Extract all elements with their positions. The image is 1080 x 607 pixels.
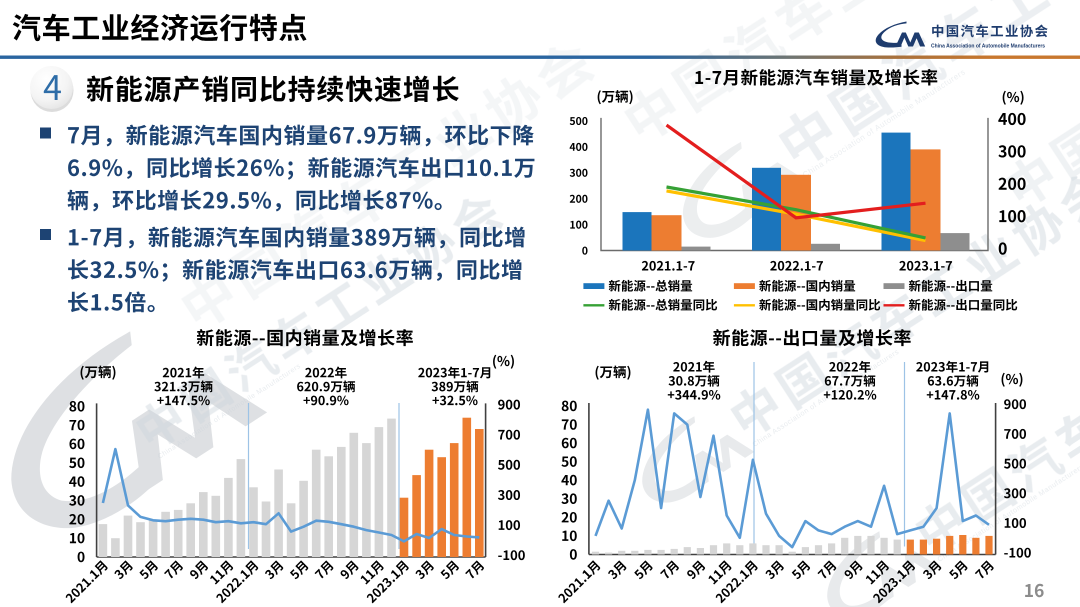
- svg-text:China Association of Automobil: China Association of Automobile Manufact…: [157, 363, 303, 461]
- svg-text:China Association of Automobil: China Association of Automobile Manufact…: [931, 44, 1045, 50]
- svg-text:China Association of Automobil: China Association of Automobile Manufact…: [751, 347, 901, 449]
